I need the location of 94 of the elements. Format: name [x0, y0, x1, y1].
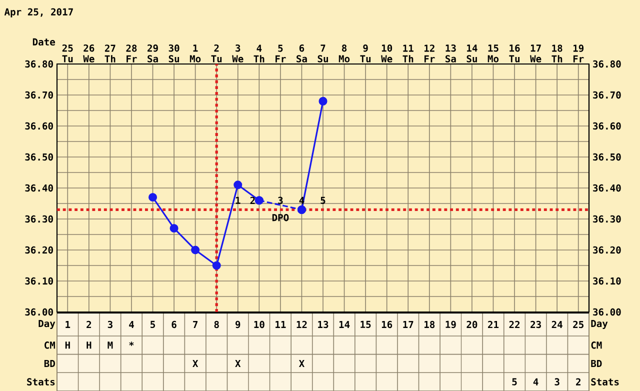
text: X — [235, 360, 241, 367]
text: X — [298, 360, 304, 367]
x-tick-label: 6 Sa — [296, 44, 307, 62]
x-tick-label: 13 Sa — [446, 44, 456, 62]
x-tick-label: 28 Fr — [126, 44, 137, 62]
x-tick-label: 4 — [129, 320, 134, 328]
x-tick-label: 12 — [296, 320, 307, 328]
x-tick-label: 11 Th — [402, 44, 414, 62]
y-tick-label: Stats — [27, 378, 55, 386]
x-tick-label: 7 — [193, 320, 198, 328]
x-tick-label: 25 Tu — [62, 44, 73, 62]
y2-tick-label: BD — [591, 360, 602, 367]
y2-tick-label: CM — [591, 342, 602, 349]
annotation: 3 — [278, 196, 283, 204]
x-tick-label: 15 — [360, 320, 371, 328]
text: Day — [591, 320, 608, 329]
y2-tick-label: 36.40 — [593, 184, 621, 192]
x-tick-label: 3 — [108, 320, 112, 328]
x-tick-label: 10 We — [381, 44, 392, 62]
x-tick-label: 22 — [509, 320, 520, 328]
x-tick-label: 14 — [339, 320, 350, 328]
y-tick-label: 36.30 — [25, 215, 53, 223]
y-tick-label: 36.40 — [25, 184, 53, 192]
y-tick-label: 36.50 — [25, 153, 53, 161]
x-tick-label: 24 — [552, 320, 562, 328]
x-tick-label: 9 Tu — [360, 44, 371, 62]
y2-tick-label: 36.80 — [593, 60, 621, 68]
y2-tick-label: 36.10 — [593, 277, 621, 285]
x-tick-label: 4 Th — [254, 44, 264, 62]
x-tick-label: 10 — [254, 320, 264, 328]
y2-tick-label: 36.00 — [593, 308, 621, 316]
x-tick-label: 25 — [573, 320, 584, 328]
y-tick-label: 36.00 — [25, 308, 53, 316]
text: 5 — [512, 378, 517, 386]
annotation: 2 — [250, 196, 255, 204]
x-tick-label: 15 Mo — [488, 44, 499, 62]
x-tick-label: 27 Th — [104, 44, 116, 62]
x-tick-label: 8 Mo — [338, 44, 350, 62]
text: 2 — [576, 378, 580, 386]
x-tick-label: 18 Th — [552, 44, 562, 62]
y2-tick-label: 36.20 — [593, 246, 621, 254]
y-tick-label: 36.20 — [25, 246, 53, 254]
x-tick-label: 8 — [214, 320, 219, 328]
y2-tick-label: 36.70 — [593, 91, 621, 99]
text: 3 — [554, 378, 560, 386]
text: X — [192, 360, 198, 367]
text: M — [108, 342, 113, 349]
y-tick-label: 36.10 — [25, 277, 53, 285]
text: * — [129, 342, 134, 346]
y-tick-label: CM — [44, 342, 55, 349]
y-tick-label: 36.80 — [25, 60, 53, 68]
x-tick-label: 17 — [403, 320, 414, 328]
chart-title: Apr 25, 2017 — [4, 8, 73, 18]
x-tick-label: 12 Fr — [424, 44, 435, 62]
x-tick-label: 19 — [446, 320, 456, 328]
y2-tick-label: 36.30 — [593, 215, 621, 223]
x-tick-label: 5 Fr — [276, 44, 286, 62]
x-axis-title: Date — [32, 38, 56, 46]
x-tick-label: 21 — [488, 320, 499, 328]
x-tick-label: 19 Fr — [573, 44, 584, 62]
x-tick-label: 5 — [150, 320, 155, 328]
y-tick-label: BD — [44, 360, 55, 367]
x-tick-label: 30 Su — [168, 44, 180, 62]
x-tick-label: 26 We — [83, 44, 94, 62]
x-tick-label: 13 — [318, 320, 328, 328]
x-tick-label: 2 Tu — [211, 44, 222, 62]
x-tick-label: 14 Su — [466, 44, 478, 62]
y2-tick-label: 36.50 — [593, 153, 621, 161]
text: 4 — [533, 378, 538, 386]
x-tick-label: 18 — [424, 320, 435, 328]
x-tick-label: 11 — [276, 320, 286, 328]
y2-tick-label: Stats — [591, 378, 619, 386]
text: H — [65, 342, 70, 349]
x-tick-label: 9 — [236, 320, 240, 328]
x-tick-label: 20 — [466, 320, 478, 328]
annotation: DPO — [272, 214, 289, 222]
x-tick-label: 2 — [86, 320, 92, 328]
x-tick-label: 16 Tu — [509, 44, 520, 62]
x-tick-label: 16 — [382, 320, 392, 328]
annotation: 1 — [236, 196, 240, 204]
x-axis-title: Day — [38, 320, 56, 329]
x-tick-label: 29 Sa — [148, 44, 158, 62]
x-tick-label: 1 — [66, 320, 70, 328]
x-tick-label: 1 Mo — [190, 44, 201, 62]
x-tick-label: 17 We — [530, 44, 542, 62]
text: H — [86, 342, 92, 349]
y-tick-label: 36.70 — [25, 91, 53, 99]
x-tick-label: 7 Su — [318, 44, 328, 62]
x-tick-label: 3 We — [232, 44, 244, 62]
y-tick-label: 36.60 — [25, 122, 53, 130]
x-tick-label: 6 — [172, 320, 176, 328]
y2-tick-label: 36.60 — [593, 122, 621, 130]
x-tick-label: 23 — [530, 320, 541, 328]
annotation: 5 — [320, 196, 326, 204]
